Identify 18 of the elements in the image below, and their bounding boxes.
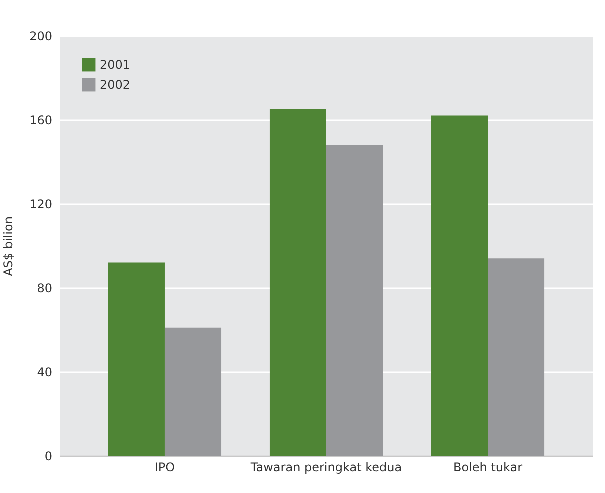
y-tick-label: 0 xyxy=(44,450,52,464)
legend-label: 2002 xyxy=(100,78,131,92)
y-tick-label: 160 xyxy=(30,114,52,128)
x-tick-label: IPO xyxy=(154,460,176,474)
y-tick-label: 40 xyxy=(37,366,52,380)
y-axis-title: AS$ bilion xyxy=(2,216,16,276)
bar xyxy=(270,110,326,456)
bar xyxy=(164,328,222,456)
y-tick-label: 200 xyxy=(30,30,52,44)
bar xyxy=(431,116,488,456)
bar xyxy=(108,262,165,456)
bar xyxy=(488,258,545,456)
bar xyxy=(326,145,384,456)
x-tick-label: Tawaran peringkat kedua xyxy=(250,460,402,474)
x-tick-label: Boleh tukar xyxy=(453,460,523,474)
y-tick-label: 120 xyxy=(30,198,52,212)
legend-label: 2001 xyxy=(100,58,131,72)
y-tick-label: 80 xyxy=(37,282,52,296)
